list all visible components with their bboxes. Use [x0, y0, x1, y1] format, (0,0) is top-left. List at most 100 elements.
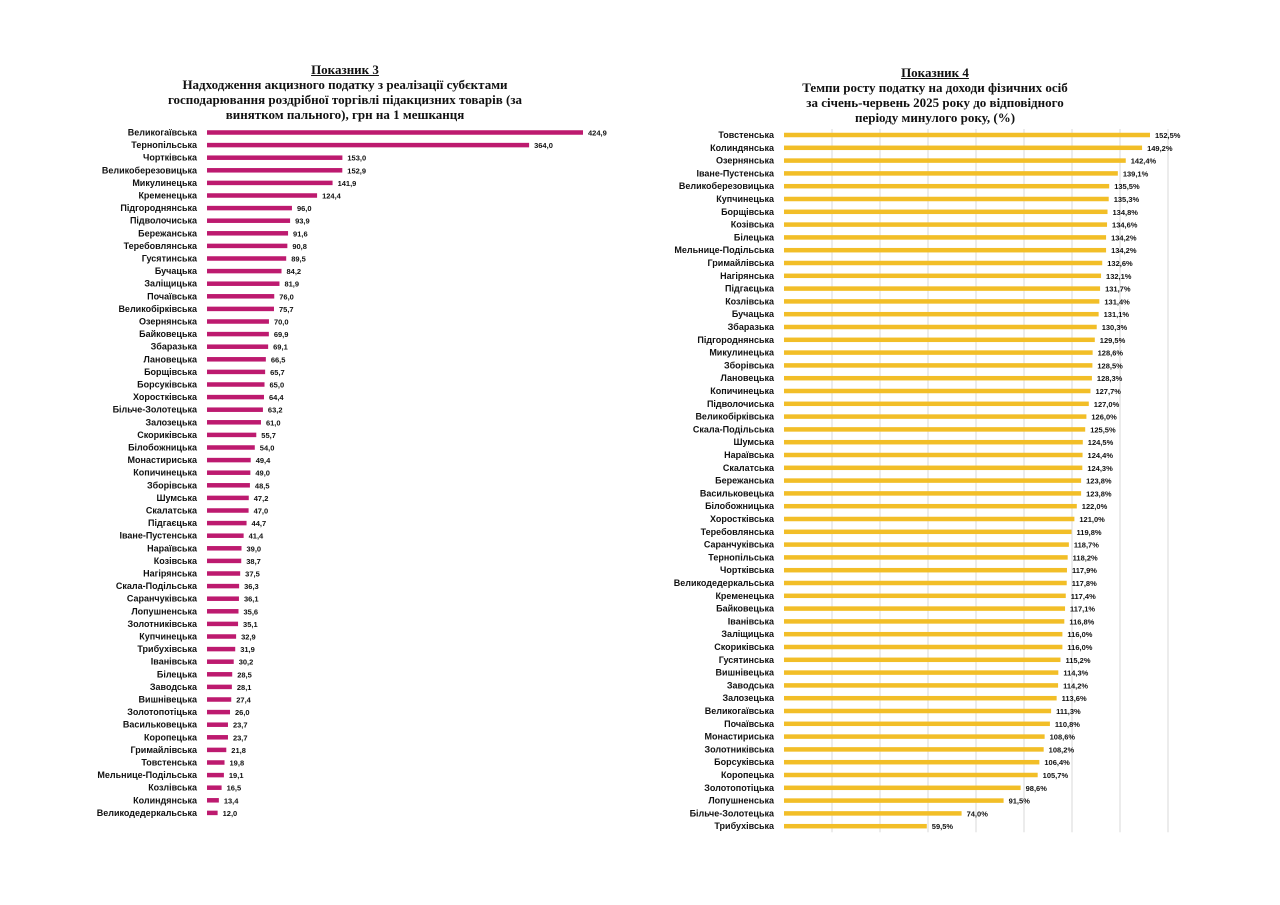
data-label: 117,9%: [1072, 566, 1097, 575]
data-label: 16,5: [227, 784, 242, 793]
data-label: 123,8%: [1086, 489, 1112, 498]
data-label: 13,4: [224, 796, 239, 805]
bar: [207, 142, 530, 148]
category-label: Великодедеркальська: [97, 808, 198, 818]
data-label: 54,0: [260, 444, 275, 453]
bar: [784, 324, 1097, 330]
category-label: Заліщицька: [144, 279, 198, 289]
bar: [207, 331, 269, 337]
data-label: 21,8: [231, 746, 246, 755]
bar: [784, 171, 1118, 176]
data-label: 49,4: [256, 456, 271, 465]
bar: [207, 722, 228, 727]
data-label: 31,9: [240, 645, 255, 654]
category-label: Скориківська: [714, 642, 775, 652]
category-label: Скориківська: [137, 430, 198, 440]
data-label: 116,0%: [1067, 643, 1092, 652]
data-label: 113,6%: [1062, 694, 1087, 703]
category-label: Великодедеркальська: [674, 578, 775, 588]
bar: [207, 231, 289, 236]
bar: [784, 414, 1087, 419]
bar: [784, 478, 1082, 483]
bar: [207, 495, 249, 501]
data-label: 63,2: [268, 406, 283, 415]
category-label: Колиндянська: [133, 795, 198, 805]
data-label: 27,4: [236, 696, 251, 705]
bar: [784, 375, 1092, 381]
data-label: 117,8%: [1072, 579, 1097, 588]
category-label: Гримайлівська: [131, 745, 198, 755]
category-label: Залозецька: [145, 417, 198, 427]
category-label: Золотниківська: [704, 744, 775, 754]
category-label: Тернопільська: [708, 552, 775, 562]
bar: [784, 465, 1083, 471]
category-label: Великобірківська: [695, 412, 775, 422]
category-label: Байковецька: [716, 604, 775, 614]
category-label: Теребовлянська: [701, 527, 775, 537]
bar: [207, 709, 231, 715]
category-label: Копичинецька: [710, 386, 775, 396]
bar: [207, 470, 251, 475]
bar: [784, 567, 1067, 573]
category-label: Гусятинська: [142, 254, 198, 264]
category-label: Борщівська: [721, 207, 775, 217]
data-label: 55,7: [261, 431, 276, 440]
data-label: 12,0: [223, 809, 238, 818]
bar: [784, 644, 1063, 650]
category-label: Заводська: [727, 680, 775, 690]
data-label: 127,7%: [1095, 387, 1121, 396]
data-label: 114,3%: [1063, 669, 1088, 678]
bar: [207, 747, 227, 753]
data-label: 19,1: [229, 771, 244, 780]
bar: [784, 145, 1143, 151]
category-label: Підволочиська: [707, 399, 775, 409]
category-label: Козівська: [154, 556, 198, 566]
bar: [207, 697, 232, 702]
data-label: 105,7%: [1043, 771, 1069, 780]
category-label: Великогаївська: [128, 128, 198, 138]
data-label: 69,9: [274, 330, 289, 339]
data-label: 98,6%: [1026, 784, 1048, 793]
data-label: 91,5%: [1009, 797, 1031, 806]
category-label: Нагірянська: [143, 569, 198, 579]
data-label: 126,0%: [1091, 413, 1117, 422]
bar: [784, 337, 1095, 343]
data-label: 91,6: [293, 229, 308, 238]
bar: [207, 546, 242, 551]
chart-2-title-line: Темпи росту податку на доходи фізичних о…: [802, 80, 1068, 95]
data-label: 134,2%: [1111, 246, 1137, 255]
category-label: Іванівська: [728, 616, 775, 626]
data-label: 134,2%: [1111, 233, 1137, 242]
bar: [784, 529, 1072, 535]
category-label: Залозецька: [722, 693, 775, 703]
bar: [784, 657, 1061, 663]
data-label: 93,9: [295, 217, 310, 226]
data-label: 75,7: [279, 305, 294, 314]
data-label: 128,5%: [1097, 361, 1123, 370]
category-label: Микулинецька: [709, 348, 775, 358]
data-label: 84,2: [287, 267, 302, 276]
bar: [207, 634, 237, 639]
bar: [784, 209, 1108, 215]
bar: [207, 520, 247, 526]
data-label: 110,8%: [1055, 720, 1080, 729]
data-label: 118,7%: [1074, 541, 1099, 550]
category-label: Борсуківська: [137, 380, 198, 390]
category-label: Скала-Подільська: [693, 424, 775, 434]
category-label: Почаївська: [147, 291, 198, 301]
data-label: 35,6: [244, 607, 259, 616]
bar: [784, 593, 1066, 599]
category-label: Борщівська: [144, 367, 198, 377]
category-label: Лановецька: [144, 354, 198, 364]
bar: [207, 218, 291, 223]
data-label: 89,5: [291, 255, 306, 264]
bar: [207, 483, 250, 488]
category-label: Чортківська: [720, 565, 775, 575]
data-label: 28,1: [237, 683, 252, 692]
bar: [207, 646, 236, 652]
category-label: Озернянська: [139, 317, 198, 327]
category-label: Нараївська: [147, 543, 198, 553]
data-label: 123,8%: [1086, 477, 1112, 486]
data-label: 32,9: [241, 633, 256, 642]
